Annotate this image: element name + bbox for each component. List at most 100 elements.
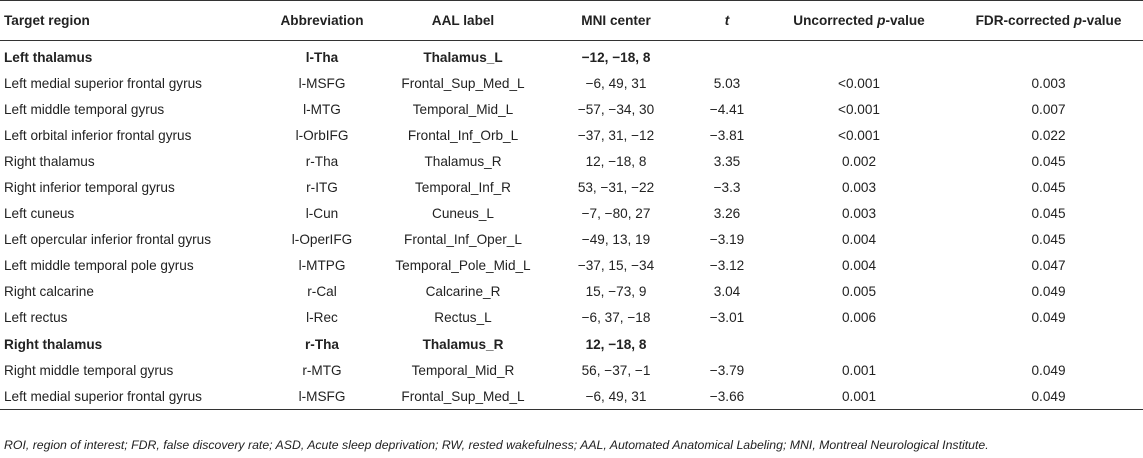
cell-mni-center: 56, −37, −1	[581, 362, 651, 378]
cell-t: 3.04	[713, 284, 741, 300]
header-abbreviation: Abbreviation	[260, 0, 384, 41]
table-row: Left orbital inferior frontal gyrus l-Orb…	[0, 122, 1143, 148]
cell-uncorrected-p: <0.001	[838, 127, 880, 143]
cell-abbreviation: l-Tha	[305, 49, 339, 65]
cell-aal-label: Temporal_Mid_R	[411, 362, 515, 378]
cell-fdr-corrected-p: 0.045	[1031, 153, 1066, 169]
results-table: Target region Abbreviation AAL label MNI…	[0, 0, 1143, 411]
cell-mni-center: −57, −34, 30	[577, 101, 655, 117]
cell-aal-label: Frontal_Sup_Med_L	[384, 383, 542, 411]
cell-region: Left rectus	[4, 310, 68, 326]
cell-fdr-corrected-p	[954, 331, 1143, 357]
table-row: Left middle temporal gyrus l-MTG Temporal_…	[0, 96, 1143, 122]
cell-fdr-corrected-p: 0.049	[1031, 284, 1066, 300]
cell-region: Right calcarine	[4, 284, 94, 300]
cell-mni-center: −12, −18, 8	[581, 49, 651, 65]
table-row: Left medial superior frontal gyrus l-MSFG…	[0, 70, 1143, 96]
cell-uncorrected-p: <0.001	[838, 101, 880, 117]
cell-t: 3.35	[713, 153, 741, 169]
group-row: Right thalamus r-Tha Thalamus_R 12, −18, 8	[0, 331, 1143, 357]
cell-t: 3.26	[713, 206, 741, 222]
cell-abbreviation: r-MTG	[302, 362, 342, 378]
cell-t: −4.41	[709, 101, 745, 117]
cell-abbreviation: r-Tha	[305, 153, 339, 169]
group-row: Left thalamus l-Tha Thalamus_L −12, −18, 8	[0, 41, 1143, 71]
header-target-region: Target region	[0, 0, 260, 41]
cell-fdr-corrected-p: 0.045	[1031, 206, 1066, 222]
cell-aal-label: Thalamus_R	[424, 153, 502, 169]
cell-t: −3.01	[709, 310, 745, 326]
cell-t: −3.66	[690, 383, 764, 411]
cell-fdr-corrected-p: 0.049	[1031, 362, 1066, 378]
cell-abbreviation: l-OperIFG	[291, 232, 353, 248]
cell-uncorrected-p: 0.004	[841, 258, 877, 274]
cell-region: Left cuneus	[4, 206, 75, 222]
cell-mni-center: −7, −80, 27	[581, 206, 651, 222]
cell-mni-center: 12, −18, 8	[585, 153, 647, 169]
table-row: Left medial superior frontal gyrus l-MSFG…	[0, 383, 1143, 411]
cell-uncorrected-p: 0.003	[841, 180, 877, 196]
cell-t: −3.3	[713, 180, 741, 196]
cell-mni-center: 15, −73, 9	[585, 284, 647, 300]
cell-aal-label: Frontal_Sup_Med_L	[401, 75, 525, 91]
cell-uncorrected-p: 0.001	[841, 362, 877, 378]
cell-region: Right thalamus	[4, 153, 95, 169]
cell-aal-label: Temporal_Inf_R	[415, 180, 511, 196]
cell-t	[690, 331, 764, 357]
header-t: t	[690, 0, 764, 41]
header-fdr-corrected-p: FDR-corrected p-value	[954, 0, 1143, 41]
cell-aal-label: Cuneus_L	[432, 206, 494, 222]
cell-t: 5.03	[713, 75, 741, 91]
cell-mni-center: 12, −18, 8	[585, 336, 647, 352]
cell-aal-label: Temporal_Mid_L	[412, 101, 514, 117]
cell-abbreviation: r-Tha	[305, 336, 339, 352]
cell-aal-label: Frontal_Inf_Oper_L	[404, 232, 522, 248]
cell-abbreviation: l-MTPG	[298, 258, 346, 274]
cell-uncorrected-p	[764, 41, 954, 71]
cell-fdr-corrected-p: 0.045	[1031, 232, 1066, 248]
cell-t: −3.79	[709, 362, 745, 378]
header-mni-center: MNI center	[542, 0, 690, 41]
cell-abbreviation: l-OrbIFG	[295, 127, 349, 143]
cell-mni-center: −6, 49, 31	[542, 383, 690, 411]
cell-region: Right inferior temporal gyrus	[4, 180, 175, 196]
cell-mni-center: −37, 31, −12	[577, 127, 655, 143]
cell-mni-center: −6, 37, −18	[581, 310, 651, 326]
table-row: Left opercular inferior frontal gyrus l-O…	[0, 227, 1143, 253]
table-row: Left middle temporal pole gyrus l-MTPG Tem…	[0, 253, 1143, 279]
cell-t	[690, 41, 764, 71]
cell-fdr-corrected-p: 0.007	[1031, 101, 1066, 117]
cell-fdr-corrected-p: 0.049	[954, 383, 1143, 411]
cell-fdr-corrected-p: 0.049	[1031, 310, 1066, 326]
cell-fdr-corrected-p: 0.003	[1031, 75, 1066, 91]
cell-abbreviation: r-ITG	[306, 180, 338, 196]
cell-uncorrected-p: 0.002	[841, 153, 877, 169]
cell-aal-label: Rectus_L	[434, 310, 492, 326]
table-row: Left rectus l-Rec Rectus_L −6, 37, −18 −3.01…	[0, 305, 1143, 331]
cell-mni-center: −6, 49, 31	[585, 75, 647, 91]
cell-abbreviation: l-MSFG	[260, 383, 384, 411]
cell-aal-label: Thalamus_L	[423, 49, 503, 65]
table-row: Right middle temporal gyrus r-MTG Temporal…	[0, 357, 1143, 383]
cell-abbreviation: l-Rec	[306, 310, 338, 326]
cell-abbreviation: l-Cun	[305, 206, 339, 222]
cell-region: Left middle temporal gyrus	[4, 101, 165, 117]
table-row: Right inferior temporal gyrus r-ITG Tempor…	[0, 174, 1143, 200]
cell-region: Left opercular inferior frontal gyrus	[4, 232, 212, 248]
cell-region: Left orbital inferior frontal gyrus	[4, 127, 192, 143]
cell-uncorrected-p: <0.001	[838, 75, 880, 91]
header-aal-label: AAL label	[384, 0, 542, 41]
cell-t: −3.12	[709, 258, 745, 274]
table-row: Left cuneus l-Cun Cuneus_L −7, −80, 27 3.26 0…	[0, 201, 1143, 227]
table-row: Right calcarine r-Cal Calcarine_R 15, −73, …	[0, 279, 1143, 305]
header-uncorrected-p: Uncorrected p-value	[764, 0, 954, 41]
cell-t: −3.81	[709, 127, 745, 143]
cell-fdr-corrected-p	[954, 41, 1143, 71]
cell-fdr-corrected-p: 0.022	[1031, 127, 1066, 143]
cell-uncorrected-p: 0.006	[841, 310, 877, 326]
cell-abbreviation: r-Cal	[307, 284, 337, 300]
cell-fdr-corrected-p: 0.045	[1031, 180, 1066, 196]
cell-t: −3.19	[709, 232, 745, 248]
cell-abbreviation: l-MSFG	[298, 75, 346, 91]
cell-uncorrected-p: 0.001	[764, 383, 954, 411]
